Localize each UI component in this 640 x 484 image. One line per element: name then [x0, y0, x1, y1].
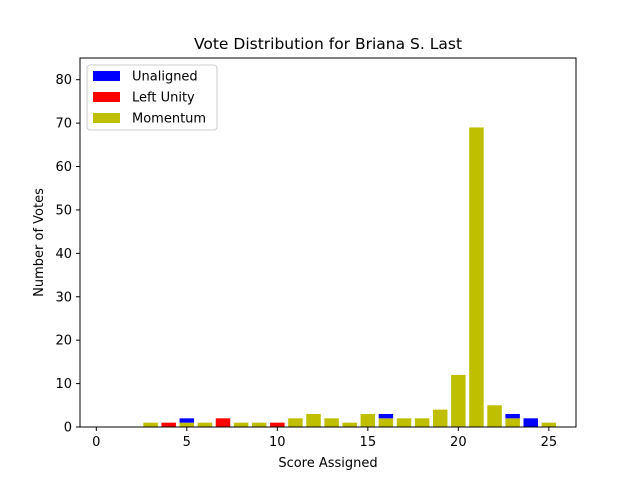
- bar-momentum-8: [233, 422, 249, 427]
- bar-left-unity-10: [270, 422, 285, 427]
- bar-momentum-13: [324, 418, 339, 427]
- bar-left-unity-4: [161, 422, 176, 427]
- bars-layer: [143, 127, 557, 428]
- bar-unaligned-23: [505, 413, 520, 419]
- y-tick-label: 60: [55, 160, 72, 175]
- bar-unaligned-16: [378, 413, 394, 419]
- y-tick-label: 70: [55, 117, 72, 132]
- y-axis: 0 10 20 30 40 50 60 70 80: [55, 73, 80, 436]
- bar-momentum-20: [451, 374, 466, 427]
- chart-title: Vote Distribution for Briana S. Last: [194, 35, 462, 53]
- bar-momentum-11: [288, 418, 303, 427]
- bar-momentum-12: [306, 413, 321, 427]
- legend-swatch-unaligned: [93, 71, 120, 81]
- bar-momentum-5: [179, 422, 195, 427]
- bar-momentum-23: [505, 418, 520, 427]
- bar-momentum-17: [396, 418, 412, 427]
- bar-momentum-18: [414, 418, 430, 427]
- x-axis: 0 5 10 15 20 25: [92, 427, 557, 450]
- y-axis-label: Number of Votes: [32, 188, 47, 297]
- bar-momentum-25: [541, 422, 557, 427]
- bar-momentum-16: [378, 418, 394, 427]
- y-tick-label: 30: [55, 290, 72, 305]
- bar-momentum-19: [432, 409, 448, 427]
- legend-label-left-unity: Left Unity: [132, 91, 195, 106]
- bar-momentum-22: [487, 405, 502, 427]
- y-tick-label: 50: [55, 203, 72, 218]
- x-axis-label: Score Assigned: [278, 456, 377, 471]
- bar-momentum-14: [342, 422, 357, 427]
- bar-unaligned-24: [523, 418, 538, 427]
- y-tick-label: 0: [64, 421, 72, 436]
- x-tick-label: 5: [183, 435, 191, 450]
- x-tick-label: 10: [269, 435, 286, 450]
- y-tick-label: 40: [55, 247, 72, 262]
- bar-left-unity-7: [215, 418, 231, 427]
- y-tick-label: 80: [55, 73, 72, 88]
- bar-momentum-3: [143, 422, 158, 427]
- legend-label-unaligned: Unaligned: [132, 70, 198, 85]
- bar-momentum-6: [197, 422, 213, 427]
- legend-swatch-momentum: [93, 113, 120, 123]
- y-tick-label: 20: [55, 334, 72, 349]
- x-tick-label: 20: [450, 435, 467, 450]
- y-tick-label: 10: [55, 377, 72, 392]
- plot-frame: [79, 57, 577, 428]
- legend: Unaligned Left Unity Momentum: [86, 64, 218, 131]
- x-tick-label: 15: [360, 435, 377, 450]
- bar-momentum-9: [251, 422, 267, 427]
- bar-momentum-15: [360, 413, 376, 427]
- legend-label-momentum: Momentum: [132, 112, 206, 127]
- bar-momentum-21: [469, 127, 484, 428]
- legend-swatch-left-unity: [93, 92, 120, 102]
- bar-unaligned-5: [179, 418, 195, 423]
- x-tick-label: 0: [92, 435, 100, 450]
- x-tick-label: 25: [541, 435, 558, 450]
